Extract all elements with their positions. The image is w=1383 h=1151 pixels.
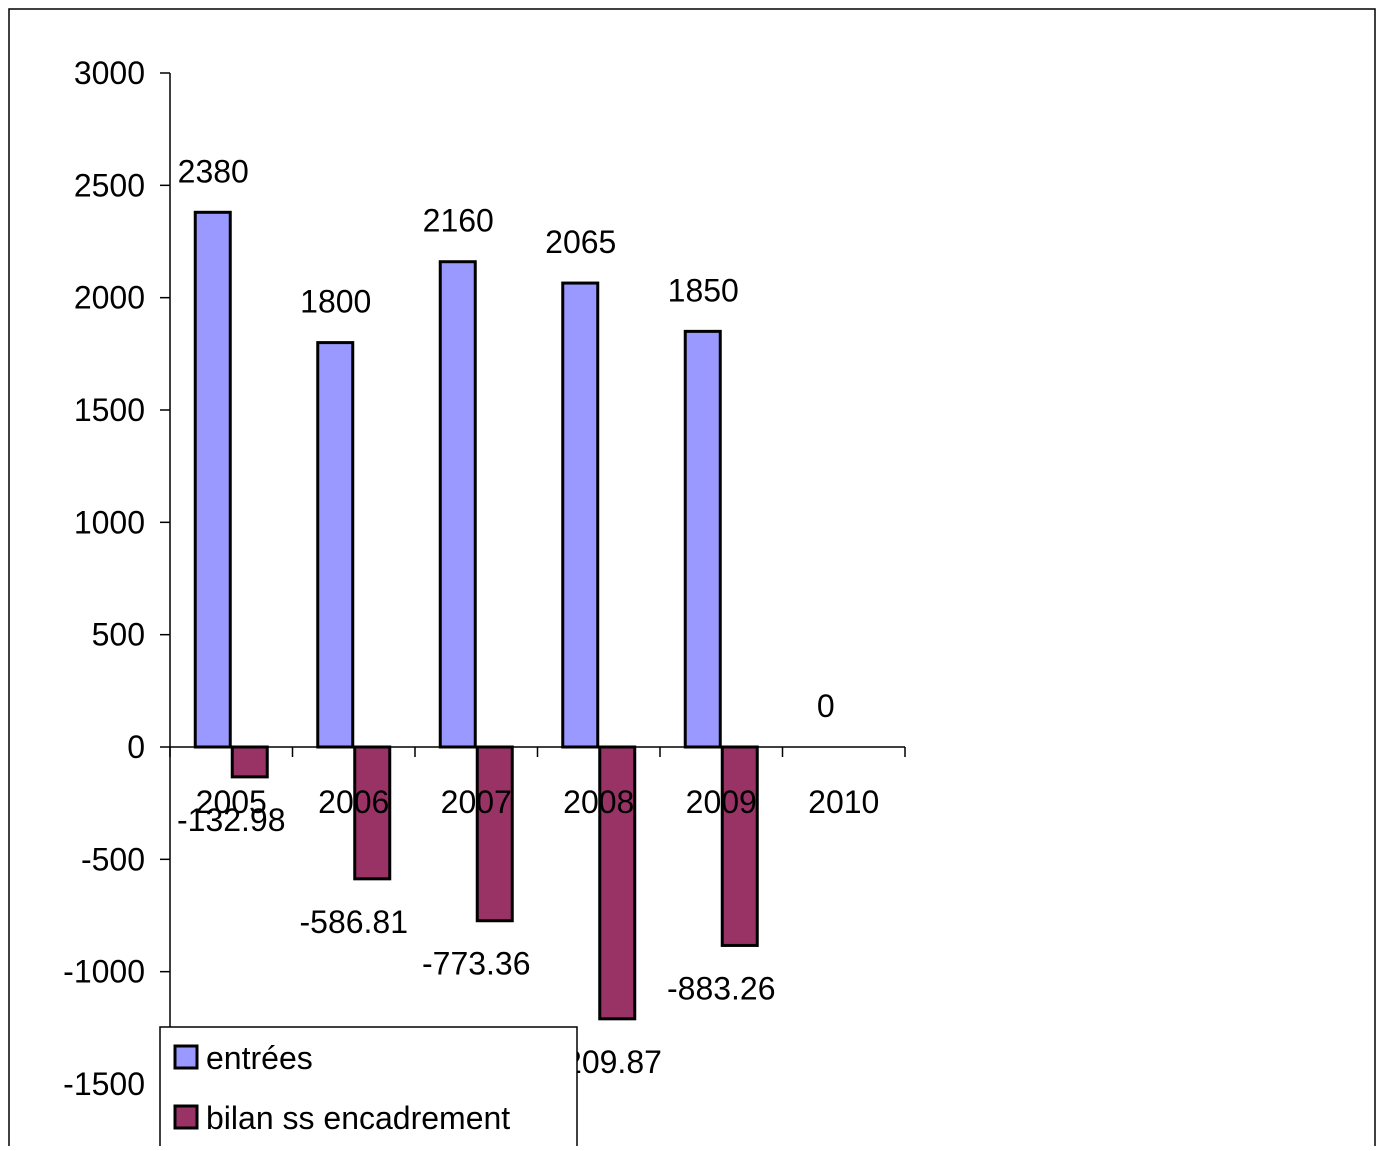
legend-swatch-bilan	[173, 1104, 199, 1130]
y-tick-label: 3000	[74, 55, 145, 91]
bar-entrees	[193, 210, 232, 749]
y-tick-label: 2500	[74, 167, 145, 203]
legend: entrées bilan ss encadrement	[159, 1026, 578, 1151]
y-tick-label: 2000	[74, 280, 145, 316]
bar-bilan	[720, 745, 759, 947]
y-tick-label: 1000	[74, 504, 145, 540]
axes: 3000 2500 2000 1500 1000 500 0 -500 -1000 -1500 2…	[63, 55, 906, 1146]
y-tick-label: 1500	[74, 392, 145, 428]
x-axis: 2005 2006 2007 2008 2009 2010	[169, 746, 906, 820]
data-label-entrees: 2065	[545, 224, 616, 260]
x-category-label: 2005	[196, 784, 267, 820]
y-tick-label: -500	[81, 841, 145, 877]
legend-label-bilan: bilan ss encadrement	[206, 1100, 510, 1136]
bar-bilan	[475, 745, 514, 923]
bar-bilan	[598, 745, 637, 1021]
data-label-entrees: 2380	[178, 153, 249, 189]
x-category-label: 2010	[808, 784, 879, 820]
data-label-bilan: -132.98	[177, 802, 286, 838]
x-category-label: 2006	[318, 784, 389, 820]
y-tick-label: 500	[92, 617, 145, 653]
bar-entrees	[316, 341, 355, 749]
x-category-label: 2007	[441, 784, 512, 820]
bar-bilan	[230, 745, 269, 779]
legend-box	[159, 1026, 578, 1151]
data-label-bilan: -773.36	[422, 946, 531, 982]
bar-entrees	[683, 329, 722, 749]
y-axis-ticks: 3000 2500 2000 1500 1000 500 0 -500 -1000 -1500	[63, 55, 170, 1102]
data-labels: 2380-132.981800-586.812160-773.362065-12…	[177, 153, 835, 1080]
data-label-entrees: 2160	[423, 203, 494, 239]
legend-swatch-entrees	[173, 1044, 199, 1070]
y-tick-label: -1000	[63, 954, 145, 990]
bar-entrees	[561, 281, 600, 749]
bar-entrees	[438, 260, 477, 749]
legend-label-entrees: entrées	[206, 1040, 313, 1076]
data-label-entrees: 1800	[300, 284, 371, 320]
x-category-label: 2008	[563, 784, 634, 820]
data-label-bilan: -586.81	[299, 904, 408, 940]
y-tick-label: -1500	[63, 1066, 145, 1102]
data-label-bilan: -883.26	[667, 970, 776, 1006]
data-label-entrees: 1850	[668, 272, 739, 308]
plot-area	[193, 210, 759, 1021]
y-tick-label: 0	[127, 729, 145, 765]
x-category-label: 2009	[686, 784, 757, 820]
data-label-entrees: 0	[817, 688, 835, 724]
